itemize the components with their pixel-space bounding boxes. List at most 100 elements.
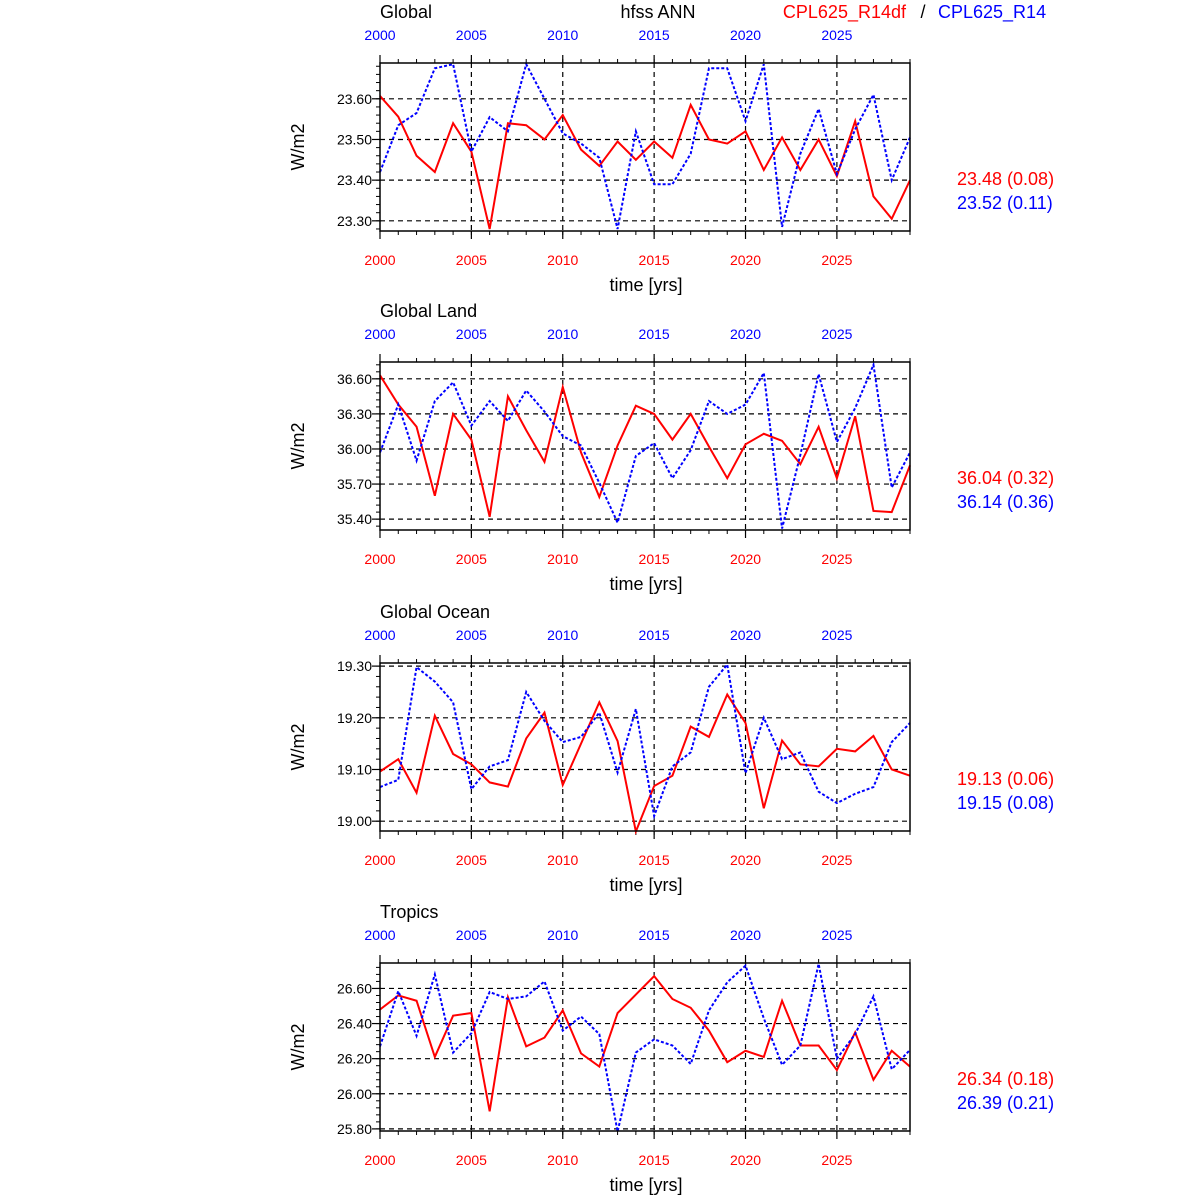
y-tick-label: 26.00: [337, 1086, 372, 1102]
y-tick-label: 23.50: [337, 131, 372, 147]
legend-case2: CPL625_R14: [938, 2, 1046, 23]
x-bottom-tick-label: 2015: [639, 551, 670, 567]
x-top-tick-label: 2005: [456, 627, 487, 643]
x-bottom-tick-label: 2010: [547, 1152, 578, 1168]
series-stat: 19.13 (0.06): [957, 769, 1054, 789]
x-bottom-tick-label: 2020: [730, 1152, 761, 1168]
plot-frame: [379, 962, 911, 1132]
x-top-tick-label: 2010: [547, 27, 578, 43]
x-top-tick-label: 2000: [364, 627, 395, 643]
x-top-tick-label: 2005: [456, 27, 487, 43]
x-bottom-tick-label: 2005: [456, 1152, 487, 1168]
x-bottom-tick-label: 2005: [456, 551, 487, 567]
x-top-tick-label: 2025: [821, 27, 852, 43]
x-top-tick-label: 2020: [730, 326, 761, 342]
x-top-tick-label: 2020: [730, 927, 761, 943]
y-tick-label: 19.20: [337, 710, 372, 726]
y-axis-label: W/m2: [288, 423, 308, 470]
y-axis-label: W/m2: [288, 1024, 308, 1071]
y-tick-label: 36.60: [337, 371, 372, 387]
panel-title: Tropics: [380, 902, 438, 922]
series-line-case2: [379, 61, 911, 230]
plot-frame: [379, 62, 911, 232]
x-bottom-tick-label: 2000: [364, 252, 395, 268]
series-line-case2: [379, 963, 911, 1132]
x-bottom-tick-label: 2015: [639, 252, 670, 268]
series-stat: 36.04 (0.32): [957, 468, 1054, 488]
x-top-tick-label: 2000: [364, 326, 395, 342]
y-tick-label: 26.60: [337, 980, 372, 996]
x-axis-label: time [yrs]: [609, 875, 682, 895]
series-line-case1: [379, 374, 911, 518]
x-top-tick-label: 2015: [639, 927, 670, 943]
variable-title: hfss ANN: [620, 2, 695, 22]
y-tick-label: 19.30: [337, 658, 372, 674]
series-line-case1: [379, 95, 911, 230]
x-bottom-tick-label: 2000: [364, 852, 395, 868]
panel-global-land: Global Land 35.40 35.70 36.00 36.30 36.60 2000…: [288, 301, 1054, 594]
x-bottom-tick-label: 2010: [547, 551, 578, 567]
x-top-tick-label: 2010: [547, 927, 578, 943]
x-top-tick-label: 2020: [730, 627, 761, 643]
series-line-case1: [379, 692, 911, 835]
y-tick-label: 26.40: [337, 1016, 372, 1032]
series-stat: 23.52 (0.11): [957, 193, 1053, 213]
x-top-tick-label: 2025: [821, 326, 852, 342]
x-bottom-tick-label: 2025: [821, 551, 852, 567]
legend-case1: CPL625_R14df: [783, 2, 907, 23]
x-bottom-tick-label: 2005: [456, 252, 487, 268]
x-axis-label: time [yrs]: [609, 1175, 682, 1195]
x-axis-label: time [yrs]: [609, 574, 682, 594]
x-top-tick-label: 2010: [547, 326, 578, 342]
series-line-case2: [379, 662, 911, 820]
panel-title: Global: [380, 2, 432, 22]
x-top-tick-label: 2025: [821, 927, 852, 943]
y-tick-label: 23.30: [337, 213, 372, 229]
x-axis-label: time [yrs]: [609, 275, 682, 295]
x-bottom-tick-label: 2025: [821, 852, 852, 868]
series-stat: 23.48 (0.08): [957, 169, 1054, 189]
x-bottom-tick-label: 2025: [821, 252, 852, 268]
x-bottom-tick-label: 2010: [547, 852, 578, 868]
x-top-tick-label: 2000: [364, 927, 395, 943]
x-bottom-tick-label: 2005: [456, 852, 487, 868]
x-bottom-tick-label: 2000: [364, 551, 395, 567]
y-tick-label: 36.30: [337, 406, 372, 422]
x-bottom-tick-label: 2010: [547, 252, 578, 268]
y-tick-label: 35.70: [337, 476, 372, 492]
x-bottom-tick-label: 2020: [730, 252, 761, 268]
series-stat: 26.39 (0.21): [957, 1093, 1054, 1113]
x-top-tick-label: 2010: [547, 627, 578, 643]
x-top-tick-label: 2025: [821, 627, 852, 643]
y-tick-label: 25.80: [337, 1121, 372, 1137]
x-bottom-tick-label: 2020: [730, 852, 761, 868]
x-top-tick-label: 2020: [730, 27, 761, 43]
plot-frame: [379, 361, 911, 531]
x-top-tick-label: 2005: [456, 326, 487, 342]
y-tick-label: 35.40: [337, 511, 372, 527]
x-top-tick-label: 2015: [639, 326, 670, 342]
y-axis-label: W/m2: [288, 724, 308, 771]
panel-global-ocean: Global Ocean 19.00 19.10 19.20 19.30 2000 2000…: [288, 602, 1054, 895]
y-tick-label: 19.00: [337, 813, 372, 829]
y-tick-label: 23.60: [337, 91, 372, 107]
x-bottom-tick-label: 2015: [639, 1152, 670, 1168]
series-line-case2: [379, 361, 911, 529]
legend-separator: /: [920, 2, 925, 22]
x-bottom-tick-label: 2000: [364, 1152, 395, 1168]
series-stat: 19.15 (0.08): [957, 793, 1054, 813]
x-top-tick-label: 2015: [639, 627, 670, 643]
y-tick-label: 23.40: [337, 172, 372, 188]
series-stat: 36.14 (0.36): [957, 492, 1054, 512]
x-bottom-tick-label: 2025: [821, 1152, 852, 1168]
series-line-case1: [379, 974, 911, 1112]
panel-title: Global Ocean: [380, 602, 490, 622]
series-stat: 26.34 (0.18): [957, 1069, 1054, 1089]
y-axis-label: W/m2: [288, 124, 308, 171]
panel-global: Global 23.30 23.40 23.50 23.60 2000 2000 2005 20…: [288, 2, 1054, 295]
y-tick-label: 19.10: [337, 761, 372, 777]
panel-tropics: Tropics 25.80 26.00 26.20 26.40 26.60 2000 2000…: [288, 902, 1054, 1195]
panel-title: Global Land: [380, 301, 477, 321]
y-tick-label: 26.20: [337, 1051, 372, 1067]
